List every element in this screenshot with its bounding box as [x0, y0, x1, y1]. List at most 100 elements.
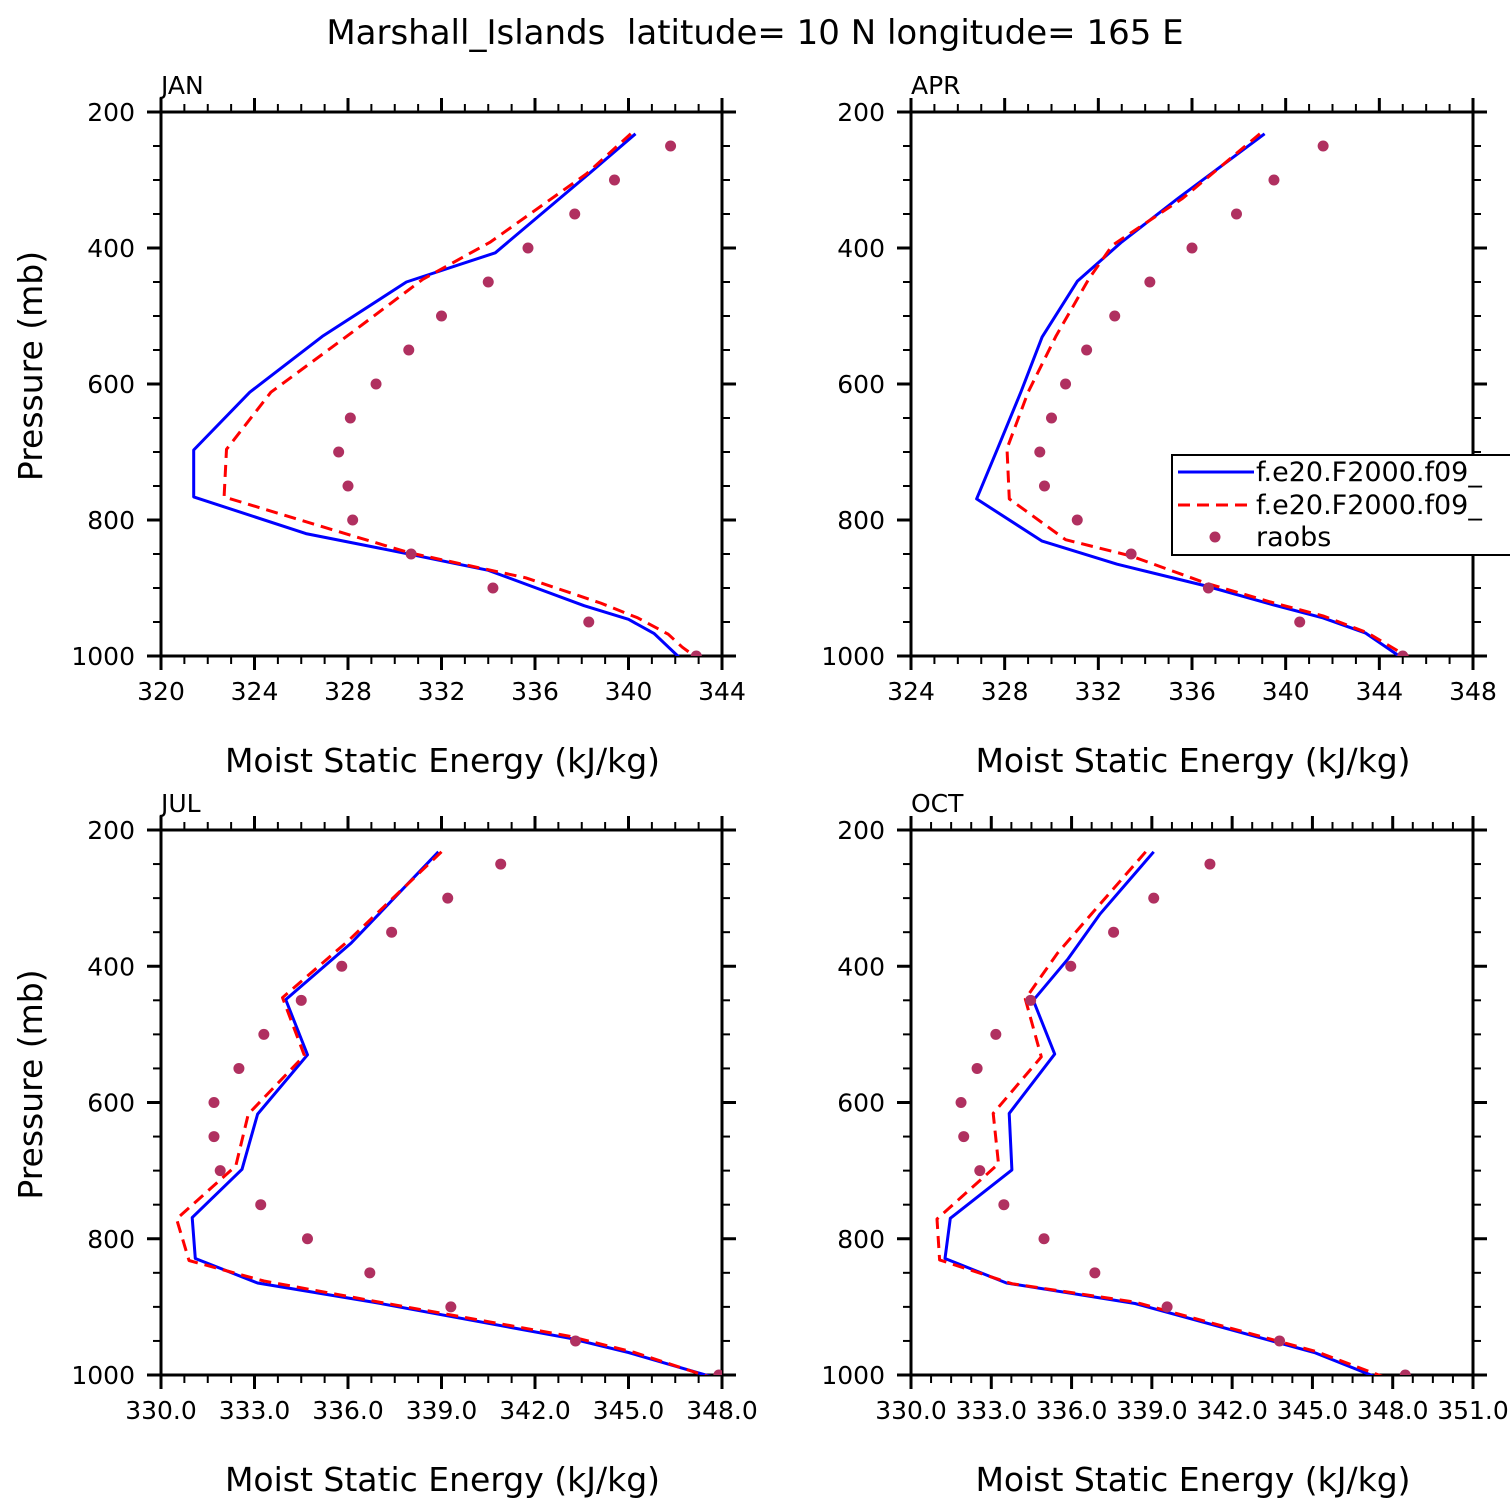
plot-frame — [159, 110, 724, 658]
figure-title: Marshall_Islands latitude= 10 N longitud… — [326, 13, 1183, 53]
legend-raobs-marker — [1209, 531, 1221, 543]
y-tick-label: 400 — [87, 234, 135, 263]
raobs-point — [1046, 412, 1057, 424]
y-tick-label: 400 — [837, 234, 885, 263]
raobs-point — [1202, 582, 1214, 594]
legend-entry-label: raobs — [1256, 522, 1331, 553]
x-tick-label: 348 — [1449, 677, 1497, 706]
plot-frame — [909, 110, 1475, 658]
raobs-point — [214, 1165, 226, 1177]
raobs-point — [1125, 548, 1137, 560]
raobs-point — [442, 892, 454, 904]
x-tick-label: 348.0 — [1357, 1396, 1429, 1425]
plot-frame — [909, 828, 1475, 1377]
y-tick-label: 600 — [87, 1089, 135, 1118]
raobs-point — [333, 446, 345, 458]
x-tick-label: 345.0 — [593, 1396, 665, 1425]
raobs-point — [990, 1028, 1002, 1040]
raobs-point — [998, 1199, 1010, 1211]
x-tick-label: 340 — [1262, 677, 1310, 706]
raobs-point — [1034, 446, 1046, 458]
panel-oct: 330.0 333.0 336.0 339.0 342.0 345.0 348.0 351.0… — [821, 789, 1508, 1499]
x-tick-label: 328 — [981, 677, 1029, 706]
panel-jan: 320 324 328 332 336 340 344 200 400 600 800 1000 JAN… — [11, 71, 746, 780]
raobs-point — [974, 1165, 986, 1177]
y-tick-label: 600 — [837, 370, 885, 399]
series-group — [192, 132, 702, 656]
raobs-point — [436, 310, 447, 322]
raobs-point — [370, 378, 382, 390]
model1-line — [190, 850, 712, 1375]
raobs-point — [1071, 514, 1083, 526]
raobs-point — [344, 412, 356, 424]
series-group — [175, 850, 722, 1375]
raobs-point — [1161, 1301, 1173, 1313]
x-tick-label: 344 — [1355, 677, 1403, 706]
raobs-point — [1274, 1335, 1286, 1347]
y-tick-label: 1000 — [821, 1361, 885, 1390]
raobs-point — [690, 650, 702, 656]
raobs-point — [1109, 310, 1121, 322]
raobs-point — [570, 1335, 582, 1347]
raobs-point — [1148, 892, 1160, 904]
raobs-point — [336, 960, 348, 972]
raobs-point — [1038, 1233, 1050, 1245]
raobs-point — [608, 174, 620, 186]
x-tick-label: 336 — [511, 677, 559, 706]
raobs-point — [487, 582, 499, 594]
x-tick-label: 344 — [698, 677, 746, 706]
x-tick-label: 339.0 — [1116, 1396, 1188, 1425]
y-tick-label: 800 — [837, 506, 885, 535]
x-tick-label: 332 — [418, 677, 466, 706]
legend: f.e20.F2000.f09_f.e20.F2000.f09_raobs — [1171, 454, 1510, 556]
y-tick-label: 800 — [87, 1225, 135, 1254]
panel-label: APR — [911, 71, 961, 100]
raobs-point — [301, 1233, 313, 1245]
raobs-point — [569, 208, 581, 220]
raobs-point — [405, 548, 417, 560]
raobs-point — [1089, 1267, 1101, 1279]
raobs-point — [955, 1097, 967, 1108]
x-tick-label: 342.0 — [499, 1396, 571, 1425]
x-tick-label: 320 — [137, 677, 185, 706]
series-group — [975, 132, 1410, 656]
x-axis-label: Moist Static Energy (kJ/kg) — [225, 1460, 660, 1499]
legend-entry-label: f.e20.F2000.f09_ — [1256, 490, 1482, 521]
model2-line — [1005, 132, 1410, 656]
raobs-point — [522, 242, 534, 254]
raobs-point — [1397, 650, 1409, 656]
raobs-point — [1294, 616, 1306, 628]
y-tick-label: 200 — [837, 98, 885, 127]
y-tick-label: 200 — [837, 816, 885, 845]
raobs-point — [1060, 378, 1072, 390]
y-tick-label: 200 — [87, 98, 135, 127]
model1-line — [943, 850, 1375, 1375]
y-tick-label: 800 — [837, 1225, 885, 1254]
raobs-point — [233, 1062, 245, 1074]
raobs-point — [342, 480, 354, 492]
x-axis-label: Moist Static Energy (kJ/kg) — [975, 1460, 1410, 1499]
raobs-point — [1230, 208, 1242, 220]
raobs-point — [1186, 242, 1198, 254]
panel-label: JUL — [159, 789, 201, 818]
y-tick-label: 1000 — [821, 642, 885, 671]
raobs-point — [208, 1131, 220, 1143]
y-tick-label: 400 — [87, 952, 135, 981]
raobs-point — [583, 616, 595, 628]
x-tick-label: 330.0 — [875, 1396, 947, 1425]
x-tick-label: 339.0 — [406, 1396, 478, 1425]
x-tick-label: 324 — [231, 677, 279, 706]
model1-line — [975, 132, 1402, 656]
y-tick-label: 1000 — [71, 1361, 135, 1390]
raobs-point — [445, 1301, 457, 1313]
x-tick-label: 336 — [1168, 677, 1216, 706]
panel-label: OCT — [911, 789, 964, 818]
raobs-point — [1268, 174, 1280, 186]
raobs-point — [958, 1131, 970, 1143]
x-tick-label: 333.0 — [219, 1396, 291, 1425]
raobs-point — [1038, 480, 1050, 492]
model1-line — [192, 132, 680, 656]
model2-line — [935, 850, 1383, 1375]
y-axis-label: Pressure (mb) — [11, 251, 50, 481]
